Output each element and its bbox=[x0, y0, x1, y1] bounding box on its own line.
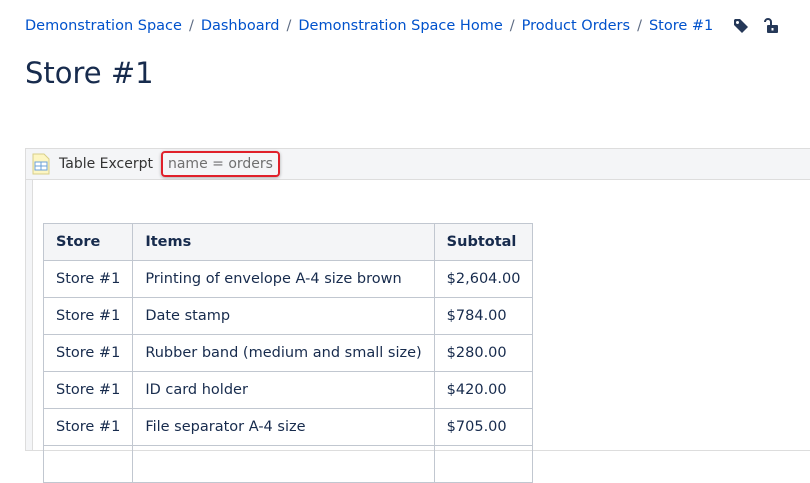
separator: / bbox=[509, 18, 515, 34]
table-row: Store #1 Rubber band (medium and small si… bbox=[42, 334, 534, 372]
table-row bbox=[42, 445, 534, 483]
cell-subtotal: $705.00 bbox=[433, 408, 534, 446]
cell-store: Store #1 bbox=[42, 334, 134, 372]
macro-parameter: name = orders bbox=[160, 151, 280, 177]
separator: / bbox=[286, 18, 292, 34]
header-subtotal: Subtotal bbox=[433, 223, 534, 261]
cell-store bbox=[42, 445, 134, 483]
cell-store: Store #1 bbox=[42, 371, 134, 409]
table-row: Store #1 Printing of envelope A-4 size br… bbox=[42, 260, 534, 298]
table-excerpt-macro[interactable]: Table Excerpt name = orders Store Items … bbox=[25, 148, 810, 483]
cell-items: Printing of envelope A-4 size brown bbox=[132, 260, 435, 298]
macro-body: Store Items Subtotal Store #1 Printing of… bbox=[32, 180, 810, 483]
table-document-icon bbox=[32, 153, 50, 175]
cell-items: Rubber band (medium and small size) bbox=[132, 334, 435, 372]
tag-icon[interactable] bbox=[733, 18, 749, 34]
orders-table: Store Items Subtotal Store #1 Printing of… bbox=[42, 223, 534, 483]
cell-items: ID card holder bbox=[132, 371, 435, 409]
table-header-row: Store Items Subtotal bbox=[42, 223, 534, 261]
table-row: Store #1 File separator A-4 size $705.00 bbox=[42, 408, 534, 446]
breadcrumb-space-home[interactable]: Demonstration Space Home bbox=[298, 18, 503, 34]
cell-items: File separator A-4 size bbox=[132, 408, 435, 446]
breadcrumb-store-1[interactable]: Store #1 bbox=[648, 18, 714, 34]
table-row: Store #1 Date stamp $784.00 bbox=[42, 297, 534, 335]
cell-items: Date stamp bbox=[132, 297, 435, 335]
cell-store: Store #1 bbox=[42, 260, 134, 298]
cell-subtotal: $420.00 bbox=[433, 371, 534, 409]
cell-subtotal bbox=[433, 445, 534, 483]
cell-subtotal: $280.00 bbox=[433, 334, 534, 372]
macro-header: Table Excerpt name = orders bbox=[26, 149, 810, 180]
separator: / bbox=[188, 18, 194, 34]
cell-items bbox=[132, 445, 435, 483]
cell-subtotal: $784.00 bbox=[433, 297, 534, 335]
breadcrumb: Demonstration Space / Dashboard / Demonstr… bbox=[25, 18, 779, 34]
header-items: Items bbox=[132, 223, 435, 261]
cell-store: Store #1 bbox=[42, 297, 134, 335]
separator: / bbox=[637, 18, 642, 34]
macro-title: Table Excerpt bbox=[59, 156, 153, 172]
page-title: Store #1 bbox=[25, 56, 154, 90]
breadcrumb-product-orders[interactable]: Product Orders bbox=[521, 18, 631, 34]
header-store: Store bbox=[42, 223, 134, 261]
cell-store: Store #1 bbox=[42, 408, 134, 446]
breadcrumb-dashboard[interactable]: Dashboard bbox=[200, 18, 280, 34]
breadcrumb-demonstration-space[interactable]: Demonstration Space bbox=[25, 18, 182, 34]
unlock-icon[interactable] bbox=[763, 18, 779, 34]
cell-subtotal: $2,604.00 bbox=[433, 260, 534, 298]
table-row: Store #1 ID card holder $420.00 bbox=[42, 371, 534, 409]
